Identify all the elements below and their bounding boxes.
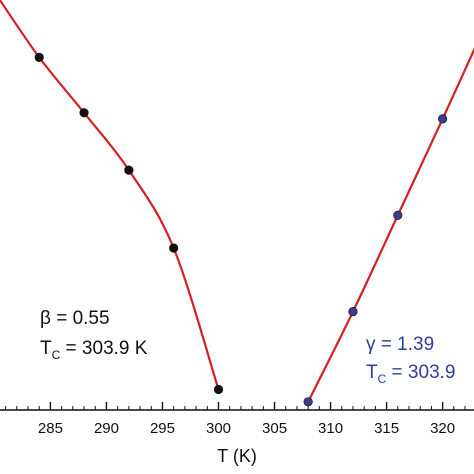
- annotation-text: = 303.9: [386, 362, 455, 383]
- data-point: [303, 397, 313, 407]
- data-point: [438, 114, 448, 124]
- beta-annotation: β = 0.55 TC = 303.9 K: [40, 308, 148, 362]
- annotation-symbol: T: [366, 362, 378, 383]
- x-tick-label: 290: [94, 420, 119, 437]
- data-point: [79, 108, 89, 118]
- data-point: [124, 165, 134, 175]
- svg-text:γ = 1.39: γ = 1.39: [366, 334, 434, 355]
- annotation-text: = 0.55: [51, 308, 110, 329]
- annotation-symbol: T: [40, 338, 52, 359]
- x-tick-label: 305: [262, 420, 287, 437]
- x-tick-label: 300: [206, 420, 231, 437]
- data-point: [34, 52, 44, 63]
- annotation-text: = 303.9 K: [60, 338, 147, 359]
- data-points: [34, 52, 448, 407]
- gamma-annotation: γ = 1.39 TC = 303.9: [366, 334, 455, 386]
- annotation-subscript: C: [378, 372, 387, 386]
- annotation-subscript: C: [52, 348, 61, 362]
- annotation-text: = 1.39: [376, 334, 435, 355]
- x-tick-label: 320: [430, 420, 455, 437]
- x-tick-label: 310: [318, 420, 343, 437]
- svg-text:β = 0.55: β = 0.55: [40, 308, 110, 329]
- x-tick-label: 285: [38, 420, 63, 437]
- svg-text:TC = 303.9 K: TC = 303.9 K: [40, 338, 148, 362]
- x-axis-title: T (K): [217, 446, 257, 466]
- x-tick-label: 295: [150, 420, 175, 437]
- data-point: [348, 307, 358, 317]
- x-tick-label: 315: [374, 420, 399, 437]
- data-point: [393, 210, 403, 220]
- data-point: [169, 243, 179, 253]
- data-point: [213, 384, 224, 395]
- svg-text:TC = 303.9: TC = 303.9: [366, 362, 455, 386]
- x-axis-ticks: 285 290 295 300 305 310 315 320: [5, 402, 466, 437]
- annotation-symbol: γ: [366, 334, 376, 355]
- fit-curve-1: [0, 0, 220, 390]
- annotation-symbol: β: [40, 308, 51, 329]
